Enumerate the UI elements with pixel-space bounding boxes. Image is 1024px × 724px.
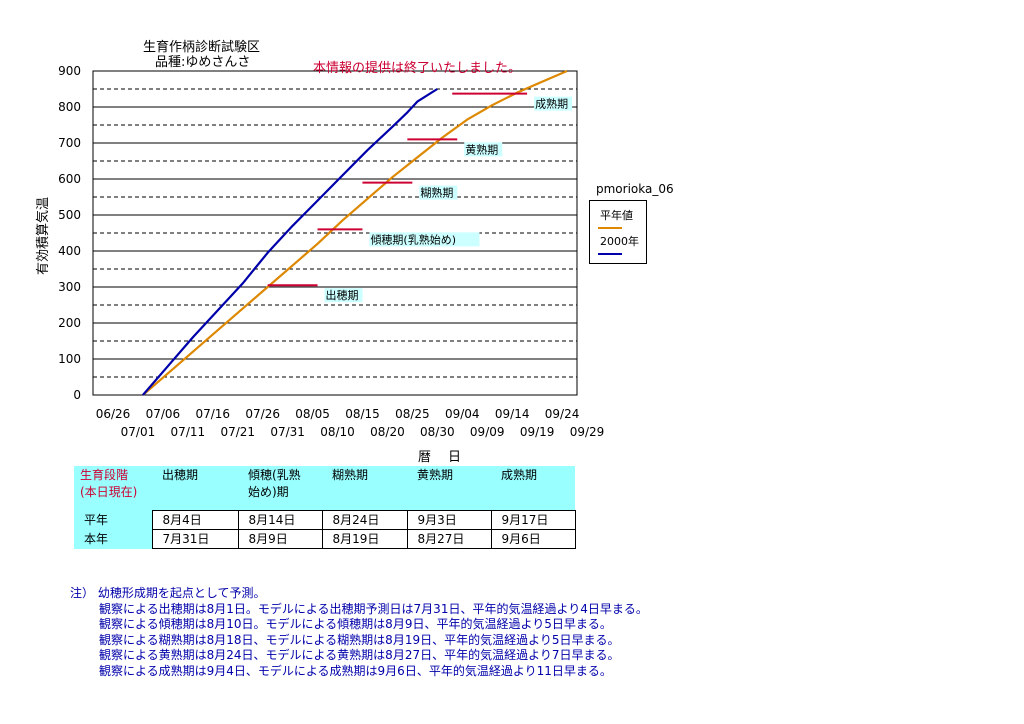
table-cell: 8月14日 (237, 510, 323, 530)
stage-label-bg (324, 288, 363, 303)
y-tick-label: 900 (58, 64, 81, 78)
x-tick-label: 07/11 (171, 425, 206, 439)
legend-label-normal: 平年値 (600, 209, 633, 222)
table-header-cell: 出穂期 (152, 466, 238, 511)
legend: 平年値 2000年 (589, 200, 647, 264)
table-header-cell: 糊熟期 (322, 466, 407, 511)
y-tick-label: 700 (58, 136, 81, 150)
series-line-2000 (142, 88, 438, 396)
notes-block: 注） 幼穂形成期を起点として予測。 観察による出穂期は8月1日。モデルによる出穂… (70, 586, 648, 679)
x-tick-label: 08/05 (295, 407, 330, 421)
notes-line: 観察による糊熟期は8月18日、モデルによる糊熟期は8月19日、平年的気温経過より… (99, 632, 620, 647)
x-tick-label: 09/24 (545, 407, 580, 421)
x-tick-label: 09/19 (520, 425, 555, 439)
y-tick-label: 400 (58, 244, 81, 258)
table-cell: 9月6日 (490, 529, 576, 549)
table-cell: 8月27日 (406, 529, 492, 549)
table-header-cell: 傾穂(乳熟 始め)期 (238, 466, 322, 511)
table-cell: 8月4日 (151, 510, 239, 530)
legend-swatch-normal (598, 227, 622, 229)
stage-label: 出穂期 (326, 288, 359, 302)
x-tick-label: 06/26 (96, 407, 131, 421)
x-tick-label: 08/30 (420, 425, 455, 439)
table-cell: 9月17日 (490, 510, 576, 530)
y-tick-label: 0 (73, 388, 81, 402)
chart-title: 生育作柄診断試験区 (143, 40, 261, 55)
table-cell: 8月19日 (321, 529, 408, 549)
x-tick-label: 07/21 (220, 425, 255, 439)
growth-stage-table: 生育段階 (本日現在) 出穂期 傾穂(乳熟 始め)期 糊熟期 黄熟期 成熟期 平… (74, 466, 576, 549)
table-header-cell: 黄熟期 (407, 466, 491, 511)
y-tick-label: 100 (58, 352, 81, 366)
x-tick-label: 07/06 (146, 407, 181, 421)
service-ended-notice: 本情報の提供は終了いたしました。 (313, 61, 522, 76)
table-header-cell: 成熟期 (491, 466, 575, 511)
table-row: 本年 7月31日 8月9日 8月19日 8月27日 9月6日 (74, 529, 576, 549)
legend-swatch-2000 (598, 253, 622, 255)
x-tick-label: 09/09 (470, 425, 505, 439)
x-tick-label: 08/15 (345, 407, 380, 421)
stage-label: 成熟期 (535, 97, 568, 111)
series-line-normal (142, 69, 568, 396)
stage-label-bg (464, 142, 503, 157)
table-header-row: 生育段階 (本日現在) 出穂期 傾穂(乳熟 始め)期 糊熟期 黄熟期 成熟期 (74, 466, 575, 511)
table-row: 平年 8月4日 8月14日 8月24日 9月3日 9月17日 (74, 510, 576, 530)
row-label: 本年 (74, 529, 152, 549)
variety-label: 品種:ゆめさんさ (155, 55, 251, 70)
table-header-label: 生育段階 (本日現在) (74, 466, 152, 511)
y-axis-label: 有効積算気温 (36, 196, 51, 275)
table-cell: 8月24日 (321, 510, 408, 530)
y-tick-label: 800 (58, 100, 81, 114)
x-tick-label: 07/26 (245, 407, 280, 421)
row-label: 平年 (74, 510, 152, 530)
notes-line: 観察による傾穂期は8月10日。モデルによる傾穂期は8月9日、平年的気温経過より5… (99, 617, 612, 631)
table-cell: 8月9日 (237, 529, 323, 549)
x-tick-label: 07/01 (121, 425, 156, 439)
notes-intro: 注） 幼穂形成期を起点として予測。 (70, 586, 266, 600)
chart-svg: 0 100 200 300 400 500 600 700 800 900 06/26 07/06 07… (58, 64, 605, 439)
stage-label: 黄熟期 (465, 142, 498, 156)
table-cell: 7月31日 (151, 529, 239, 549)
stage-label-bg (369, 232, 480, 247)
y-tick-label: 300 (58, 280, 81, 294)
x-tick-label: 07/31 (270, 425, 305, 439)
x-axis-label: 暦 日 (418, 450, 464, 465)
stage-label-bg (534, 96, 573, 111)
notes-line: 観察による出穂期は8月1日。モデルによる出穂期予測日は7月31日、平年的気温経過… (99, 601, 648, 616)
x-tick-label: 09/14 (495, 407, 530, 421)
y-tick-label: 200 (58, 316, 81, 330)
notes-line: 観察による成熟期は9月4日、モデルによる成熟期は9月6日、平年的気温経過より11… (99, 663, 612, 678)
x-tick-label: 07/16 (195, 407, 230, 421)
x-tick-label: 08/10 (320, 425, 355, 439)
table-cell: 9月3日 (406, 510, 492, 530)
legend-label-2000: 2000年 (600, 235, 639, 248)
legend-title: pmorioka_06 (596, 182, 674, 196)
y-tick-label: 600 (58, 172, 81, 186)
notes-line: 観察による黄熟期は8月24日、モデルによる黄熟期は8月27日、平年的気温経過より… (99, 648, 620, 662)
x-tick-label: 08/25 (395, 407, 430, 421)
stage-label: 糊熟期 (420, 186, 453, 200)
y-tick-label: 500 (58, 208, 81, 222)
x-tick-label: 08/20 (370, 425, 405, 439)
x-tick-label: 09/29 (570, 425, 605, 439)
stage-label: 傾穂期(乳熟始め) (370, 232, 456, 246)
stage-label-bg (419, 185, 458, 200)
x-tick-label: 09/04 (445, 407, 480, 421)
